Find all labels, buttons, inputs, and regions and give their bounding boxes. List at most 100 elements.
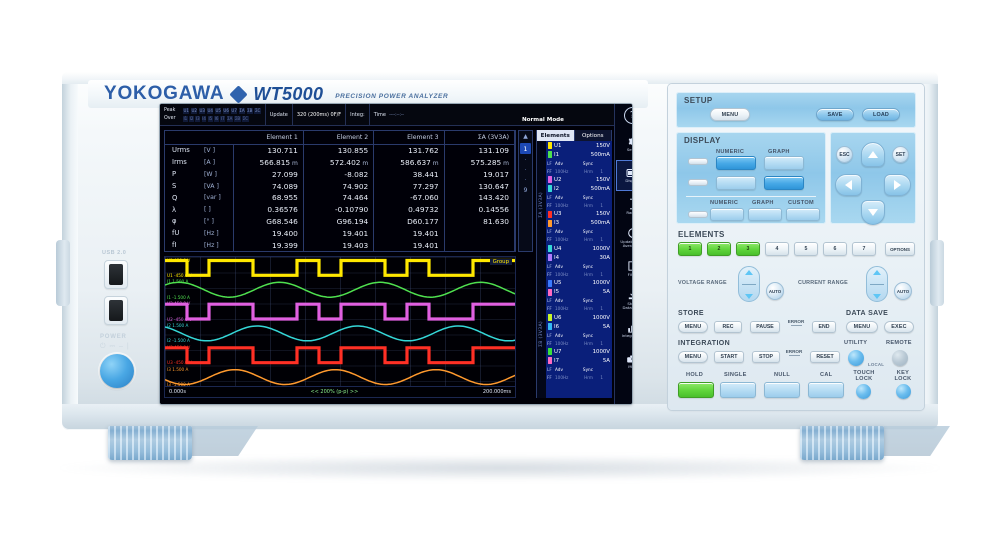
help-icon[interactable]: ? [624, 107, 632, 124]
display-button[interactable]: Display [616, 160, 632, 191]
element-channel-row[interactable]: U1 150V [546, 141, 612, 150]
voltage-auto-button[interactable]: AUTO [766, 282, 784, 300]
element-group[interactable]: U4 1000V I4 30A LF Adv Sync FF 100Hz Hrm 1 [546, 244, 612, 278]
power-button[interactable] [100, 354, 134, 388]
element-channel-row[interactable]: U6 1000V [546, 313, 612, 322]
single-button[interactable] [720, 382, 756, 398]
page-dot-3[interactable]: · [524, 177, 527, 184]
element-select-button-5[interactable]: 5 [794, 242, 818, 256]
element-channel-row[interactable]: I2 500mA [546, 184, 612, 193]
element-channel-row[interactable]: I3 500mA [546, 219, 612, 228]
nav-right-button[interactable] [884, 174, 911, 196]
integration-menu-button[interactable]: MENU [678, 351, 708, 363]
misc-button[interactable]: Misc [616, 346, 632, 377]
set-button[interactable]: SET [892, 146, 909, 163]
element-select-button-4[interactable]: 4 [765, 242, 789, 256]
element-config-row[interactable]: FF 100Hz Hrm 1 [546, 305, 612, 313]
touch-lock-button[interactable] [856, 384, 871, 399]
element-config-row[interactable]: FF 100Hz Hrm 1 [546, 373, 612, 381]
element-channel-row[interactable]: I5 5A [546, 288, 612, 297]
lcd-screen[interactable]: Peak U1 U2 U3 U4 U5 U6 U7 ΣA ΣB ΣC Over I1 I2 I3 I4 I… [160, 104, 632, 404]
scroll-up-icon[interactable]: ▲ [523, 133, 528, 140]
element-group[interactable]: U1 150V I1 500mA LF Adv Sync FF 100Hz Hrm 1 [546, 141, 612, 175]
store-rec-button[interactable]: REC [714, 321, 742, 333]
usb-port-2[interactable] [104, 296, 128, 325]
display-graph-button-1[interactable] [764, 156, 804, 170]
gear-button[interactable]: Setup [616, 129, 632, 160]
elements-options-button[interactable]: OPTIONS [885, 242, 915, 256]
store-button[interactable]: Store Data Save [616, 284, 632, 315]
display-graph-button-2[interactable] [764, 176, 804, 190]
current-range-up-icon[interactable] [873, 269, 881, 275]
current-range-down-icon[interactable] [873, 293, 881, 299]
waveform-display[interactable]: U1 450.0 V U1 -450.0 V I1 1.500 A I1 -1.500… [164, 256, 516, 398]
integration-button[interactable]: Integration [616, 315, 632, 346]
nav-up-button[interactable] [861, 142, 885, 167]
element-config-row[interactable]: LF Adv Sync [546, 331, 612, 339]
elements-tab[interactable]: Options [574, 130, 612, 141]
voltage-range-stepper[interactable] [738, 266, 760, 302]
elements-tab[interactable]: Elements [537, 130, 575, 141]
store-pause-button[interactable]: PAUSE [750, 321, 780, 333]
utility-button[interactable] [848, 350, 864, 366]
element-channel-row[interactable]: I1 500mA [546, 150, 612, 159]
element-config-row[interactable]: LF Adv Sync [546, 297, 612, 305]
element-select-button-3[interactable]: 3 [736, 242, 760, 256]
null-button[interactable] [764, 382, 800, 398]
setup-save-button[interactable]: SAVE [816, 108, 854, 121]
element-channel-row[interactable]: I6 5A [546, 322, 612, 331]
page-dot-2[interactable]: · [524, 167, 527, 174]
element-config-row[interactable]: LF Adv Sync [546, 365, 612, 373]
range-button[interactable]: Range [616, 191, 632, 222]
display-graph-button-3[interactable] [748, 208, 782, 221]
element-config-row[interactable]: FF 100Hz Hrm 1 [546, 270, 612, 278]
element-channel-row[interactable]: I4 30A [546, 253, 612, 262]
display-numeric-button-3[interactable] [710, 208, 744, 221]
voltage-range-down-icon[interactable] [745, 293, 753, 299]
element-config-row[interactable]: FF 100Hz Hrm 1 [546, 236, 612, 244]
key-lock-button[interactable] [896, 384, 911, 399]
store-end-button[interactable]: END [812, 321, 836, 333]
integration-stop-button[interactable]: STOP [752, 351, 780, 363]
nav-left-button[interactable] [835, 174, 862, 196]
numeric-page-scroll[interactable]: ▲ 1 · · · 9 [518, 130, 533, 252]
setup-load-button[interactable]: LOAD [862, 108, 900, 121]
current-range-stepper[interactable] [866, 266, 888, 302]
element-config-row[interactable]: LF Adv Sync [546, 228, 612, 236]
element-channel-row[interactable]: U5 1000V [546, 279, 612, 288]
element-channel-row[interactable]: U4 1000V [546, 244, 612, 253]
element-config-row[interactable]: LF Adv Sync [546, 262, 612, 270]
element-channel-row[interactable]: U2 150V [546, 175, 612, 184]
voltage-range-up-icon[interactable] [745, 269, 753, 275]
hold-button[interactable] [678, 382, 714, 398]
page-indicator[interactable]: 1 [520, 143, 531, 154]
element-config-row[interactable]: LF Adv Sync [546, 159, 612, 167]
display-custom-button-3[interactable] [786, 208, 820, 221]
setup-menu-button[interactable]: MENU [710, 108, 750, 121]
integration-reset-button[interactable]: RESET [810, 351, 840, 363]
remote-button[interactable] [892, 350, 908, 366]
element-channel-row[interactable]: I7 5A [546, 356, 612, 365]
data-save-exec-button[interactable]: EXEC [884, 321, 914, 333]
store-menu-button[interactable]: MENU [678, 321, 708, 333]
refresh-button[interactable]: Update Rate Averaging [616, 222, 632, 253]
element-group[interactable]: U6 1000V I6 5A LF Adv Sync FF 100Hz Hrm 1 [546, 313, 612, 347]
esc-button[interactable]: ESC [836, 146, 853, 163]
cal-button[interactable] [808, 382, 844, 398]
element-select-button-1[interactable]: 1 [678, 242, 702, 256]
display-row3-bar[interactable] [688, 211, 708, 218]
filter-button[interactable]: Filter [616, 253, 632, 284]
element-group[interactable]: U7 1000V I7 5A LF Adv Sync FF 100Hz Hrm 1 [546, 347, 612, 381]
display-row1-bar[interactable] [688, 158, 708, 165]
display-numeric-button-1[interactable] [716, 156, 756, 170]
display-numeric-button-2[interactable] [716, 176, 756, 190]
page-dot-1[interactable]: · [524, 157, 527, 164]
element-group[interactable]: U5 1000V I5 5A LF Adv Sync FF 100Hz Hrm 1 [546, 279, 612, 313]
element-group[interactable]: U3 150V I3 500mA LF Adv Sync FF 100Hz Hrm 1 [546, 210, 612, 244]
element-channel-row[interactable]: U7 1000V [546, 347, 612, 356]
nav-down-button[interactable] [861, 200, 885, 225]
integration-start-button[interactable]: START [714, 351, 744, 363]
element-group[interactable]: U2 150V I2 500mA LF Adv Sync FF 100Hz Hrm 1 [546, 175, 612, 209]
element-config-row[interactable]: FF 100Hz Hrm 1 [546, 201, 612, 209]
element-channel-row[interactable]: U3 150V [546, 210, 612, 219]
